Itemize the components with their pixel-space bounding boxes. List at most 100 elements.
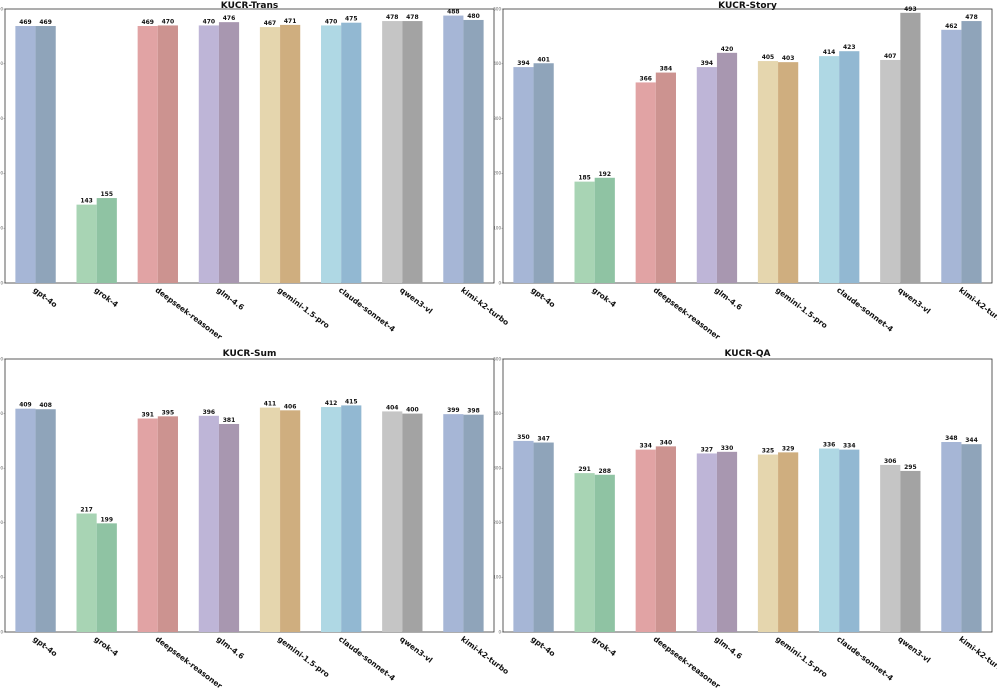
data-label: 469 xyxy=(141,19,154,26)
y-tick-label: 0 xyxy=(0,280,3,285)
y-tick-label: 0 xyxy=(498,629,501,634)
data-label: 391 xyxy=(141,412,154,419)
y-tick-label: 0 xyxy=(498,280,501,285)
data-label: 411 xyxy=(264,401,277,408)
bar-deepseek-reasoner-series-b xyxy=(157,25,178,283)
y-tick-label: 200 xyxy=(0,171,3,176)
data-label: 155 xyxy=(101,191,114,198)
bar-gpt-4o-series-a xyxy=(15,25,36,283)
data-label: 399 xyxy=(447,407,460,414)
bar-kimi-k2-turbo-series-b xyxy=(961,21,982,283)
bar-gemini-1.5-pro-series-b xyxy=(778,452,799,632)
bar-glm-4.6-series-b xyxy=(716,52,738,284)
data-label: 478 xyxy=(406,14,419,21)
data-label: 395 xyxy=(162,409,175,416)
data-label: 412 xyxy=(325,400,338,407)
data-label: 143 xyxy=(80,198,93,205)
data-label: 478 xyxy=(965,14,978,21)
data-label: 488 xyxy=(447,9,460,16)
bar-gemini-1.5-pro-series-b xyxy=(280,410,301,632)
y-tick-label: 200 xyxy=(493,171,501,176)
bar-deepseek-reasoner-series-b xyxy=(655,446,676,632)
x-tick-label: qwen3-vl xyxy=(896,634,932,664)
data-label: 403 xyxy=(782,55,795,62)
y-tick-label: 100 xyxy=(493,226,501,231)
bar-kimi-k2-turbo-series-b xyxy=(961,444,982,632)
bar-kimi-k2-turbo-series-a xyxy=(941,441,962,632)
bar-deepseek-reasoner-series-a xyxy=(635,82,656,283)
chart-title: KUCR-Trans xyxy=(221,1,279,11)
bar-grok-4-series-b xyxy=(594,474,615,632)
bar-kimi-k2-turbo-series-a xyxy=(941,29,962,283)
data-label: 414 xyxy=(823,49,836,56)
data-label: 415 xyxy=(345,398,358,405)
bar-claude-sonnet-4-series-b xyxy=(341,22,362,283)
bar-glm-4.6-series-b xyxy=(218,423,240,632)
x-tick-label: kimi-k2-turbo xyxy=(957,634,997,676)
y-tick-label: 300 xyxy=(0,116,3,121)
data-label: 396 xyxy=(203,409,216,416)
data-label: 493 xyxy=(904,6,917,13)
y-tick-label: 200 xyxy=(0,520,3,525)
data-label: 366 xyxy=(639,75,652,82)
bar-deepseek-reasoner-series-b xyxy=(157,416,178,632)
bar-glm-4.6-series-b xyxy=(716,451,738,632)
data-label: 340 xyxy=(660,439,673,446)
bar-qwen3-vl-series-a xyxy=(382,411,403,632)
chart-title: KUCR-Story xyxy=(718,1,777,11)
bar-kimi-k2-turbo-series-a xyxy=(443,15,464,284)
data-label: 192 xyxy=(599,171,612,178)
bar-grok-4-series-a xyxy=(574,181,595,283)
plot-frame xyxy=(4,358,495,633)
data-label: 478 xyxy=(386,14,399,21)
bar-kimi-k2-turbo-series-a xyxy=(443,414,464,632)
bar-claude-sonnet-4-series-a xyxy=(321,25,342,283)
bar-gemini-1.5-pro-series-a xyxy=(259,407,281,632)
x-tick-label: gpt-4o xyxy=(529,634,557,658)
data-label: 394 xyxy=(701,60,714,67)
x-tick-label: claude-sonnet-4 xyxy=(835,634,895,682)
data-label: 470 xyxy=(162,18,175,25)
y-tick-label: 300 xyxy=(493,116,501,121)
data-label: 217 xyxy=(80,507,93,514)
data-label: 407 xyxy=(884,53,897,60)
bar-grok-4-series-b xyxy=(594,177,615,283)
y-tick-label: 500 xyxy=(493,6,501,11)
bar-glm-4.6-series-b xyxy=(218,22,240,283)
data-label: 185 xyxy=(578,175,591,182)
bar-claude-sonnet-4-series-a xyxy=(819,56,840,284)
y-tick-label: 400 xyxy=(493,61,501,66)
bar-gemini-1.5-pro-series-b xyxy=(280,24,301,284)
bar-qwen3-vl-series-b xyxy=(402,413,423,632)
y-tick-label: 300 xyxy=(493,466,501,471)
bar-grok-4-series-b xyxy=(96,198,117,283)
data-label: 334 xyxy=(843,443,856,450)
plot-frame xyxy=(502,8,993,284)
bar-claude-sonnet-4-series-b xyxy=(839,51,860,283)
bar-gpt-4o-series-b xyxy=(533,63,554,283)
data-label: 475 xyxy=(345,16,358,23)
x-tick-label: gemini-1.5-pro xyxy=(774,634,829,679)
bar-grok-4-series-a xyxy=(76,513,97,632)
data-label: 295 xyxy=(904,464,917,471)
data-label: 394 xyxy=(517,60,530,67)
data-label: 347 xyxy=(537,436,550,443)
bar-gpt-4o-series-a xyxy=(513,67,534,283)
data-label: 471 xyxy=(284,18,297,25)
data-label: 344 xyxy=(965,437,978,444)
bar-grok-4-series-a xyxy=(76,204,97,283)
data-label: 405 xyxy=(762,54,775,61)
bar-deepseek-reasoner-series-a xyxy=(635,449,656,632)
data-label: 384 xyxy=(660,66,673,73)
data-label: 467 xyxy=(264,20,277,27)
bar-gemini-1.5-pro-series-b xyxy=(778,62,799,283)
data-label: 288 xyxy=(599,468,612,475)
x-tick-label: grok-4 xyxy=(590,634,617,658)
plot-frame xyxy=(4,8,495,284)
data-label: 408 xyxy=(39,402,52,409)
x-tick-label: glm-4.6 xyxy=(713,634,744,661)
